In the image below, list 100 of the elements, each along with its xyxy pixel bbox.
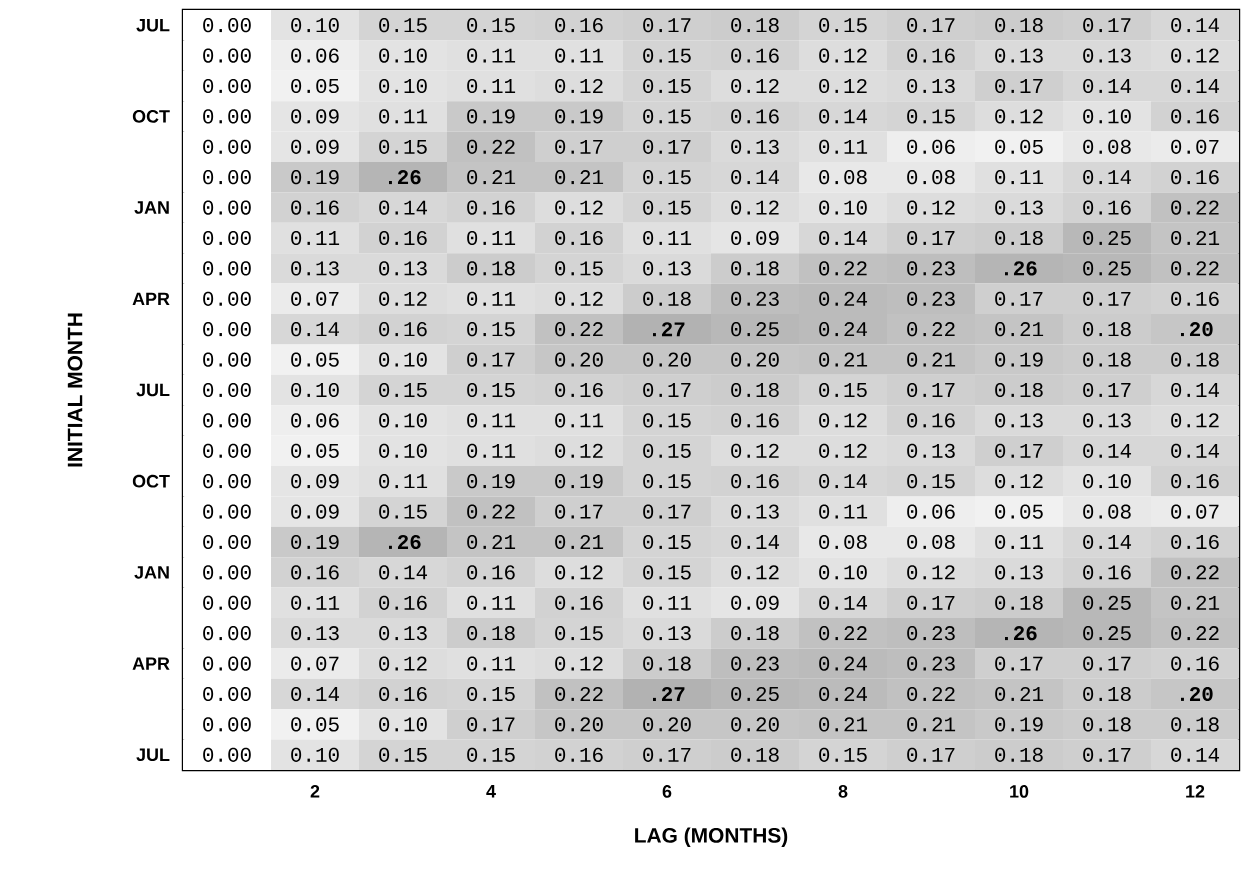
- data-label: 0.10: [819, 565, 867, 580]
- data-label: 0.16: [907, 413, 955, 428]
- data-label: 0.22: [1171, 565, 1219, 580]
- data-label: 0.22: [819, 626, 867, 641]
- data-label: 0.12: [379, 291, 427, 306]
- data-label: 0.22: [1171, 626, 1219, 641]
- data-label: 0.15: [379, 139, 427, 154]
- data-label: 0.18: [1171, 717, 1219, 732]
- data-label: 0.20: [731, 352, 779, 367]
- data-label: 0.24: [819, 291, 868, 306]
- data-label: 0.00: [203, 170, 251, 185]
- data-label: 0.15: [467, 382, 515, 398]
- data-label: 0.00: [203, 352, 251, 367]
- y-tick-label: OCT: [132, 110, 170, 123]
- data-label: 0.06: [291, 48, 339, 63]
- data-label: 0.00: [203, 747, 251, 762]
- x-tick-label: 6: [662, 785, 672, 798]
- data-label: 0.22: [555, 322, 603, 337]
- data-label: 0.17: [1083, 382, 1131, 398]
- data-label: 0.00: [203, 413, 251, 428]
- data-label: 0.12: [819, 443, 867, 458]
- data-label: 0.11: [819, 139, 868, 154]
- data-label: 0.16: [1171, 534, 1219, 550]
- data-label: 0.13: [995, 200, 1043, 215]
- data-label: 0.10: [379, 48, 427, 63]
- data-label: 0.12: [731, 443, 779, 458]
- data-label: 0.21: [555, 170, 604, 185]
- data-label: 0.14: [1083, 534, 1132, 550]
- data-label: 0.09: [291, 474, 339, 489]
- data-label: 0.12: [555, 78, 603, 94]
- data-label: 0.16: [1171, 170, 1219, 185]
- data-label: 0.11: [819, 504, 868, 519]
- data-label: 0.19: [291, 170, 339, 185]
- data-label: 0.12: [379, 656, 427, 671]
- data-label: 0.13: [1083, 413, 1131, 428]
- data-label: .20: [1180, 686, 1213, 702]
- data-label: 0.14: [1083, 78, 1132, 94]
- data-label: 0.13: [643, 626, 691, 641]
- data-label: 0.00: [203, 565, 251, 580]
- data-label: 0.17: [555, 139, 603, 154]
- y-tick-label: JUL: [136, 18, 170, 32]
- data-label: 0.25: [731, 686, 779, 702]
- data-label: 0.16: [1171, 656, 1219, 671]
- data-label: 0.05: [291, 78, 339, 94]
- data-label: 0.11: [379, 474, 428, 489]
- data-label: 0.19: [291, 534, 339, 550]
- data-label: 0.17: [1083, 747, 1131, 762]
- data-label: 0.18: [1083, 352, 1131, 367]
- data-label: 0.16: [379, 686, 427, 702]
- data-label: 0.12: [819, 48, 867, 63]
- data-label: 0.00: [203, 717, 251, 732]
- y-tick-label: APR: [132, 292, 170, 305]
- data-label: 0.00: [203, 109, 251, 124]
- data-label: 0.16: [555, 230, 603, 246]
- data-label: 0.00: [203, 200, 251, 215]
- data-label: .27: [652, 687, 685, 701]
- data-label: 0.12: [555, 565, 603, 580]
- data-label: 0.09: [731, 230, 779, 246]
- data-label: 0.17: [995, 78, 1043, 94]
- data-label: 0.11: [643, 230, 692, 246]
- data-label: 0.15: [467, 18, 515, 33]
- data-label: 0.17: [643, 504, 691, 519]
- data-label: 0.14: [1083, 170, 1132, 185]
- data-label: 0.00: [203, 656, 251, 671]
- data-label: 0.18: [731, 747, 779, 762]
- data-label: 0.20: [643, 717, 691, 732]
- data-label: 0.12: [731, 200, 779, 215]
- data-label: 0.16: [291, 565, 339, 580]
- data-label: 0.17: [995, 443, 1043, 458]
- data-label: 0.14: [819, 595, 868, 610]
- data-label: 0.19: [995, 352, 1043, 367]
- data-label: 0.12: [819, 413, 867, 428]
- data-label: 0.00: [203, 322, 251, 337]
- data-label: 0.00: [203, 382, 251, 398]
- data-label: 0.12: [555, 443, 603, 458]
- data-label: 0.22: [907, 322, 955, 337]
- data-label: 0.21: [819, 352, 868, 367]
- data-label: 0.17: [555, 504, 603, 519]
- data-label: 0.15: [467, 747, 515, 762]
- data-label: .26: [1004, 626, 1037, 641]
- data-label: 0.22: [467, 139, 515, 154]
- data-label: 0.15: [379, 382, 427, 398]
- data-label: 0.16: [907, 48, 955, 63]
- data-label: 0.16: [379, 595, 427, 610]
- data-label: 0.15: [643, 200, 691, 215]
- data-label: 0.23: [731, 291, 779, 306]
- data-label: 0.09: [291, 109, 339, 124]
- data-label: 0.13: [379, 626, 427, 641]
- data-label: 0.24: [819, 686, 868, 702]
- data-label: 0.11: [467, 48, 516, 63]
- data-label: 0.14: [1083, 443, 1132, 458]
- data-label: 0.13: [731, 504, 779, 519]
- data-label: 0.17: [1083, 656, 1131, 671]
- data-label: 0.00: [203, 261, 251, 276]
- data-label: 0.07: [291, 291, 339, 306]
- data-label: 0.15: [643, 413, 691, 428]
- data-label: 0.19: [555, 474, 603, 489]
- data-label: 0.18: [1083, 322, 1131, 337]
- data-label: 0.17: [1083, 291, 1131, 306]
- data-label: 0.15: [643, 170, 691, 185]
